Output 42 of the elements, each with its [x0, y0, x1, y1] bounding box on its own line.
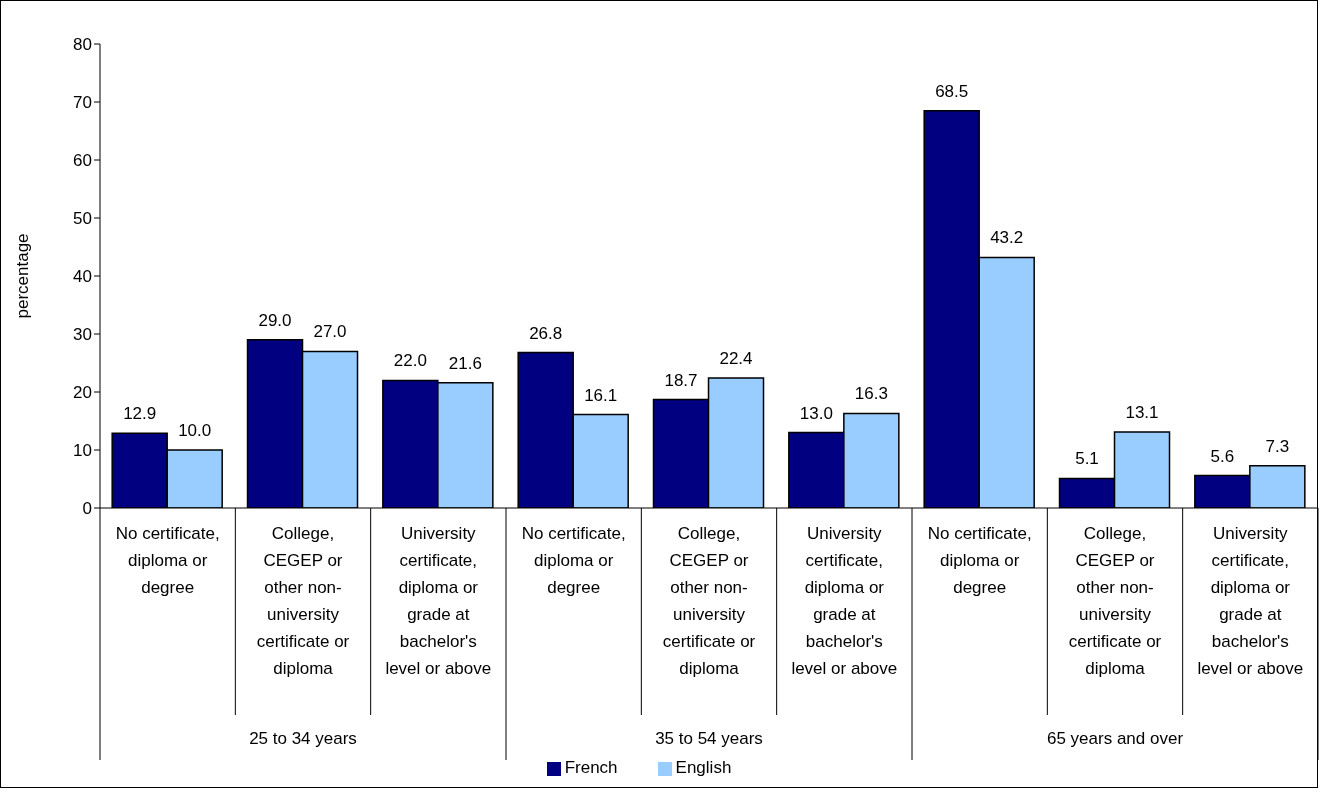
data-label: 12.9 — [123, 404, 157, 424]
data-label: 5.6 — [1210, 446, 1235, 466]
data-label: 27.0 — [313, 322, 347, 342]
data-label: 13.1 — [1125, 403, 1159, 423]
y-tick-label: 60 — [73, 151, 92, 171]
y-tick-label: 10 — [73, 441, 92, 461]
y-axis-title: percentage — [13, 233, 33, 319]
x-tick-label: No certificate, diploma or degree — [520, 523, 627, 599]
data-label: 16.3 — [854, 384, 888, 404]
text: 25 to 34 years — [249, 729, 357, 748]
text: 65 years and over — [1046, 729, 1184, 748]
x-tick-label: No certificate, diploma or degree — [114, 523, 221, 599]
data-label: 29.0 — [258, 310, 292, 330]
y-tick-label: 30 — [73, 325, 92, 345]
data-label: 22.4 — [719, 349, 753, 369]
data-label: 68.5 — [935, 81, 969, 101]
y-tick-label: 20 — [73, 383, 92, 403]
data-label: 13.0 — [799, 403, 833, 423]
data-label: 5.1 — [1075, 449, 1099, 469]
text: 35 to 54 years — [655, 729, 763, 748]
data-label: 21.6 — [448, 353, 482, 373]
legend-label: English — [675, 758, 732, 777]
y-tick-label: 80 — [73, 35, 92, 55]
data-label: 10.0 — [178, 421, 212, 440]
data-label: 7.3 — [1265, 436, 1290, 456]
data-label: 22.0 — [393, 351, 427, 371]
x-tick-label: University certificate, diploma or grade at bachelor's level or above — [1196, 523, 1305, 680]
data-label: 43.2 — [990, 228, 1024, 248]
x-tick-label: University certificate, diploma or grade at bachelor's level or above — [384, 523, 493, 680]
y-tick-label: 0 — [82, 499, 92, 519]
x-tick-label: No certificate, diploma or degree — [926, 523, 1033, 599]
data-label: 18.7 — [664, 370, 698, 390]
data-label: 26.8 — [529, 323, 563, 343]
x-tick-label: College, CEGEP or other non-university certificate or diploma — [661, 523, 757, 680]
data-label: 16.1 — [584, 385, 618, 405]
y-tick-label: 70 — [73, 93, 92, 113]
y-tick-label: 50 — [73, 209, 92, 229]
x-tick-label: University certificate, diploma or grade at bachelor's level or above — [790, 523, 899, 680]
legend-label: French — [564, 758, 618, 777]
x-tick-label: College, CEGEP or other non-university certificate or diploma — [1067, 523, 1163, 680]
y-tick-label: 40 — [73, 267, 92, 287]
x-tick-label: College, CEGEP or other non-university certificate or diploma — [255, 523, 351, 680]
